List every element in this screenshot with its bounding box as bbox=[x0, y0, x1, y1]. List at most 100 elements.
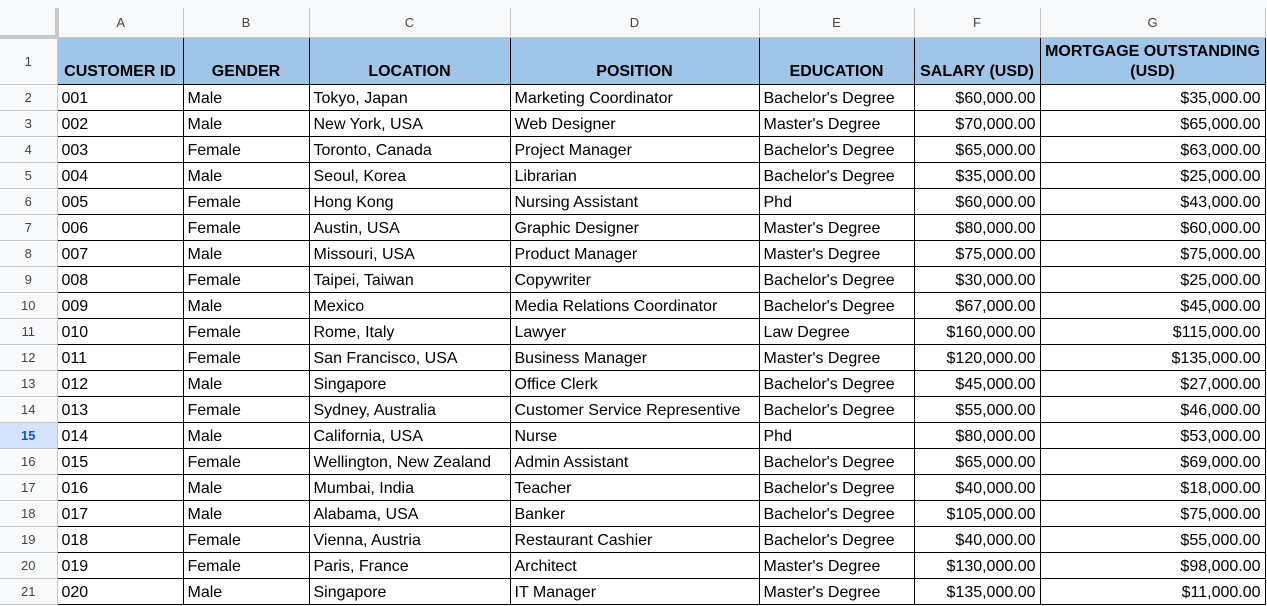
cell[interactable]: Male bbox=[182, 473, 310, 501]
cell[interactable]: $98,000.00 bbox=[1039, 551, 1266, 579]
cell[interactable]: $80,000.00 bbox=[913, 213, 1041, 241]
cell[interactable]: $115,000.00 bbox=[1039, 317, 1266, 345]
cell[interactable]: Master's Degree bbox=[758, 577, 915, 605]
row-number[interactable]: 11 bbox=[0, 318, 58, 345]
cell[interactable]: Seoul, Korea bbox=[308, 161, 511, 189]
cell[interactable]: Missouri, USA bbox=[308, 239, 511, 267]
cell[interactable]: 001 bbox=[56, 83, 184, 111]
cell[interactable]: Bachelor's Degree bbox=[758, 135, 915, 163]
row-number[interactable]: 7 bbox=[0, 214, 58, 241]
cell[interactable]: Graphic Designer bbox=[509, 213, 760, 241]
cell[interactable]: $75,000.00 bbox=[1039, 499, 1266, 527]
cell[interactable]: Female bbox=[182, 551, 310, 579]
cell[interactable]: Mumbai, India bbox=[308, 473, 511, 501]
cell[interactable]: 010 bbox=[56, 317, 184, 345]
cell[interactable]: $35,000.00 bbox=[913, 161, 1041, 189]
header-cell[interactable]: SALARY (USD) bbox=[913, 36, 1041, 85]
cell[interactable]: $45,000.00 bbox=[913, 369, 1041, 397]
cell[interactable]: $75,000.00 bbox=[913, 239, 1041, 267]
row-number[interactable]: 20 bbox=[0, 552, 58, 579]
cell[interactable]: Wellington, New Zealand bbox=[308, 447, 511, 475]
cell[interactable]: Male bbox=[182, 83, 310, 111]
cell[interactable]: IT Manager bbox=[509, 577, 760, 605]
row-number[interactable]: 3 bbox=[0, 110, 58, 137]
cell[interactable]: Singapore bbox=[308, 369, 511, 397]
cell[interactable]: $40,000.00 bbox=[913, 473, 1041, 501]
cell[interactable]: Paris, France bbox=[308, 551, 511, 579]
cell[interactable]: 019 bbox=[56, 551, 184, 579]
cell[interactable]: $43,000.00 bbox=[1039, 187, 1266, 215]
cell[interactable]: Lawyer bbox=[509, 317, 760, 345]
row-number[interactable]: 9 bbox=[0, 266, 58, 293]
cell[interactable]: $25,000.00 bbox=[1039, 161, 1266, 189]
cell[interactable]: Female bbox=[182, 265, 310, 293]
cell[interactable]: $30,000.00 bbox=[913, 265, 1041, 293]
cell[interactable]: Taipei, Taiwan bbox=[308, 265, 511, 293]
cell[interactable]: Bachelor's Degree bbox=[758, 161, 915, 189]
cell[interactable]: 015 bbox=[56, 447, 184, 475]
cell[interactable]: Web Designer bbox=[509, 109, 760, 137]
cell[interactable]: $65,000.00 bbox=[1039, 109, 1266, 137]
cell[interactable]: Bachelor's Degree bbox=[758, 265, 915, 293]
cell[interactable]: Male bbox=[182, 109, 310, 137]
cell[interactable]: Nurse bbox=[509, 421, 760, 449]
cell[interactable]: Master's Degree bbox=[758, 213, 915, 241]
cell[interactable]: New York, USA bbox=[308, 109, 511, 137]
cell[interactable]: Master's Degree bbox=[758, 109, 915, 137]
cell[interactable]: 007 bbox=[56, 239, 184, 267]
cell[interactable]: Admin Assistant bbox=[509, 447, 760, 475]
cell[interactable]: Office Clerk bbox=[509, 369, 760, 397]
cell[interactable]: 009 bbox=[56, 291, 184, 319]
cell[interactable]: $75,000.00 bbox=[1039, 239, 1266, 267]
cell[interactable]: 003 bbox=[56, 135, 184, 163]
cell[interactable]: Female bbox=[182, 447, 310, 475]
cell[interactable]: Phd bbox=[758, 421, 915, 449]
cell[interactable]: $80,000.00 bbox=[913, 421, 1041, 449]
cell[interactable]: San Francisco, USA bbox=[308, 343, 511, 371]
header-cell[interactable]: LOCATION bbox=[308, 36, 511, 85]
header-cell[interactable]: GENDER bbox=[182, 36, 310, 85]
cell[interactable]: Austin, USA bbox=[308, 213, 511, 241]
column-header-B[interactable]: B bbox=[183, 8, 310, 38]
cell[interactable]: $55,000.00 bbox=[913, 395, 1041, 423]
cell[interactable]: Singapore bbox=[308, 577, 511, 605]
cell[interactable]: Master's Degree bbox=[758, 239, 915, 267]
cell[interactable]: Male bbox=[182, 369, 310, 397]
cell[interactable]: 006 bbox=[56, 213, 184, 241]
cell[interactable]: $69,000.00 bbox=[1039, 447, 1266, 475]
column-header-E[interactable]: E bbox=[759, 8, 915, 38]
row-number[interactable]: 2 bbox=[0, 84, 58, 111]
cell[interactable]: Bachelor's Degree bbox=[758, 369, 915, 397]
cell[interactable]: $35,000.00 bbox=[1039, 83, 1266, 111]
row-number[interactable]: 19 bbox=[0, 526, 58, 553]
cell[interactable]: Product Manager bbox=[509, 239, 760, 267]
cell[interactable]: $25,000.00 bbox=[1039, 265, 1266, 293]
cell[interactable]: Nursing Assistant bbox=[509, 187, 760, 215]
cell[interactable]: $63,000.00 bbox=[1039, 135, 1266, 163]
cell[interactable]: Customer Service Representive bbox=[509, 395, 760, 423]
row-number[interactable]: 17 bbox=[0, 474, 58, 501]
cell[interactable]: Teacher bbox=[509, 473, 760, 501]
row-number[interactable]: 18 bbox=[0, 500, 58, 527]
cell[interactable]: $65,000.00 bbox=[913, 135, 1041, 163]
cell[interactable]: Tokyo, Japan bbox=[308, 83, 511, 111]
column-header-C[interactable]: C bbox=[309, 8, 511, 38]
cell[interactable]: Master's Degree bbox=[758, 551, 915, 579]
cell[interactable]: Librarian bbox=[509, 161, 760, 189]
row-number[interactable]: 12 bbox=[0, 344, 58, 371]
column-header-D[interactable]: D bbox=[510, 8, 760, 38]
cell[interactable]: Bachelor's Degree bbox=[758, 291, 915, 319]
cell[interactable]: Media Relations Coordinator bbox=[509, 291, 760, 319]
row-number[interactable]: 10 bbox=[0, 292, 58, 319]
cell[interactable]: Male bbox=[182, 577, 310, 605]
cell[interactable]: Bachelor's Degree bbox=[758, 525, 915, 553]
cell[interactable]: Bachelor's Degree bbox=[758, 447, 915, 475]
cell[interactable]: $67,000.00 bbox=[913, 291, 1041, 319]
row-number[interactable]: 15 bbox=[0, 422, 58, 449]
select-all-corner[interactable] bbox=[0, 8, 59, 39]
cell[interactable]: Male bbox=[182, 421, 310, 449]
cell[interactable]: Bachelor's Degree bbox=[758, 83, 915, 111]
cell[interactable]: 020 bbox=[56, 577, 184, 605]
cell[interactable]: Female bbox=[182, 395, 310, 423]
cell[interactable]: Female bbox=[182, 213, 310, 241]
